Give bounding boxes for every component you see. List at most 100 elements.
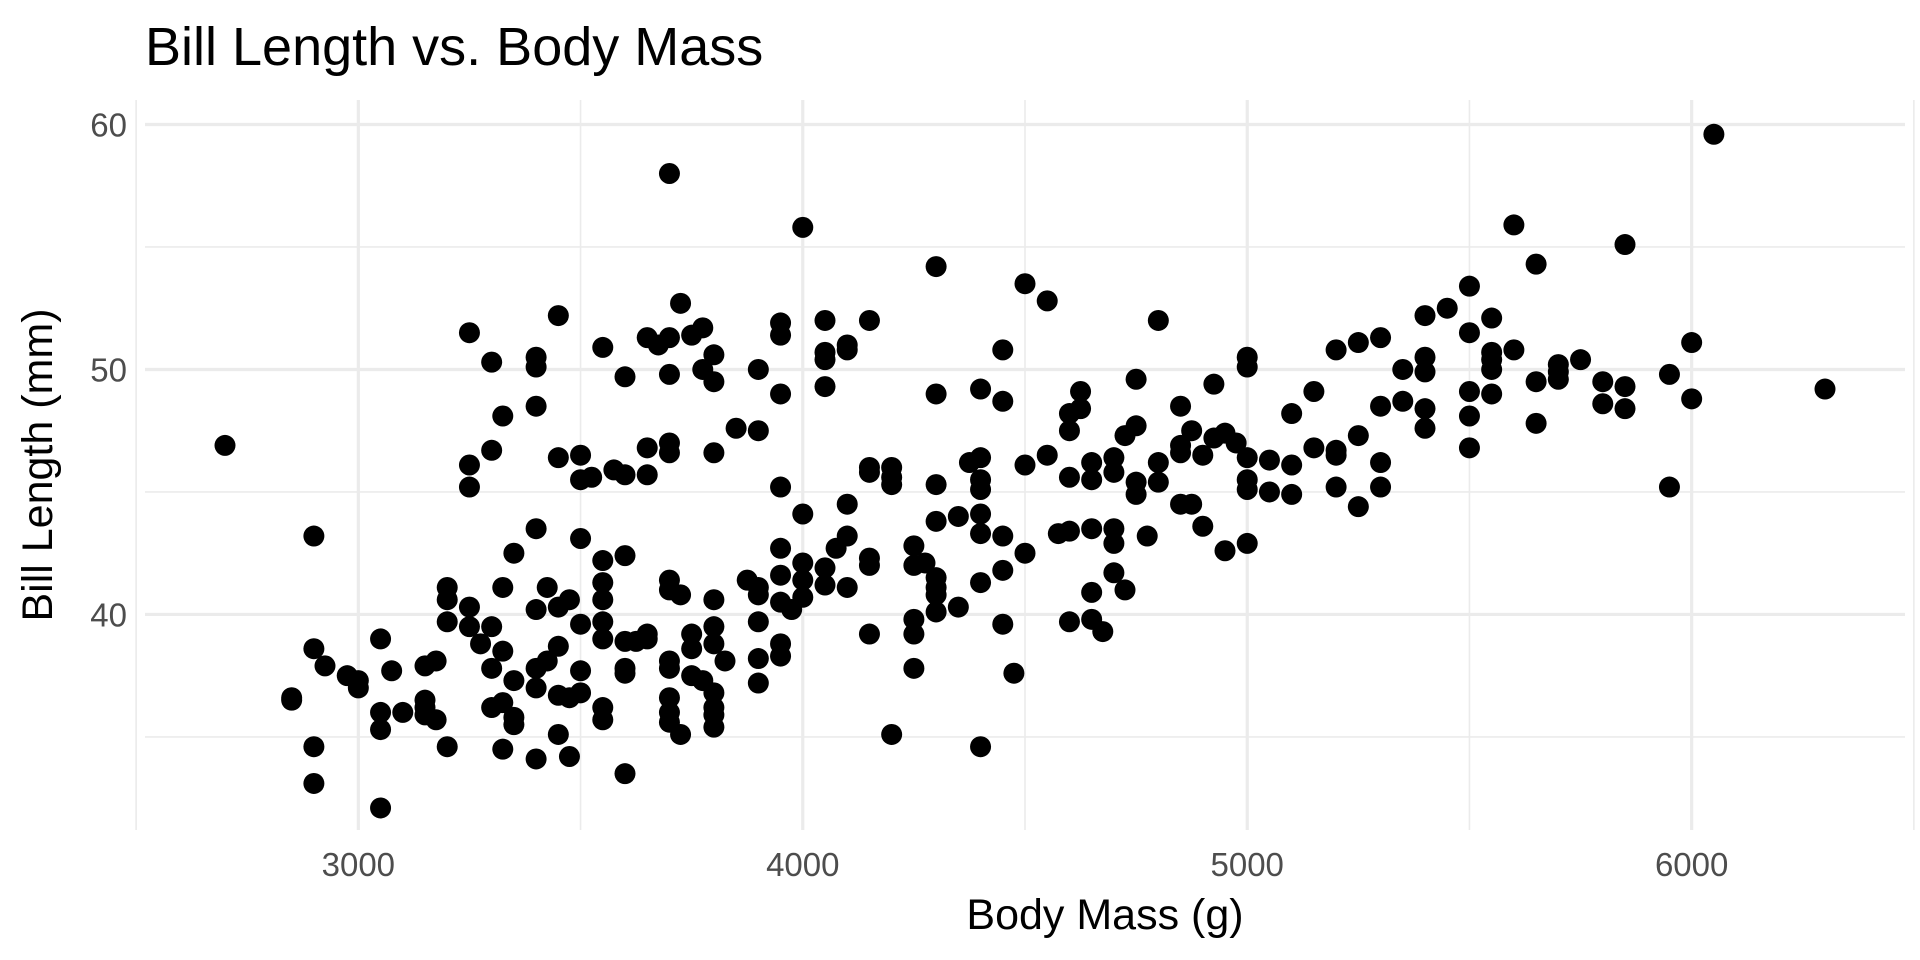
- data-point: [570, 444, 592, 466]
- data-point: [392, 701, 414, 723]
- data-point: [1325, 444, 1347, 466]
- data-point: [858, 461, 880, 483]
- data-point: [681, 623, 703, 645]
- data-point: [481, 616, 503, 638]
- data-point: [570, 613, 592, 635]
- x-tick-label: 5000: [1211, 846, 1284, 883]
- data-point: [1414, 346, 1436, 368]
- data-point: [1325, 476, 1347, 498]
- data-point: [525, 518, 547, 540]
- data-point: [614, 366, 636, 388]
- data-point: [1614, 376, 1636, 398]
- data-point: [1481, 358, 1503, 380]
- data-point: [670, 584, 692, 606]
- data-point: [747, 648, 769, 670]
- data-point: [1236, 356, 1258, 378]
- data-point: [1392, 358, 1414, 380]
- data-point: [470, 633, 492, 655]
- data-point: [1070, 381, 1092, 403]
- data-point: [1458, 322, 1480, 344]
- data-point: [570, 660, 592, 682]
- data-point: [703, 442, 725, 464]
- data-point: [525, 356, 547, 378]
- data-point: [425, 650, 447, 672]
- data-point: [614, 464, 636, 486]
- data-point: [1258, 449, 1280, 471]
- data-point: [925, 383, 947, 405]
- data-point: [1458, 381, 1480, 403]
- data-point: [658, 687, 680, 709]
- data-point: [792, 503, 814, 525]
- data-point: [792, 586, 814, 608]
- data-point: [714, 650, 736, 672]
- data-point: [614, 545, 636, 567]
- data-point: [525, 677, 547, 699]
- data-point: [1125, 415, 1147, 437]
- data-point: [1281, 454, 1303, 476]
- data-point: [1192, 515, 1214, 537]
- data-point: [858, 554, 880, 576]
- data-point: [592, 709, 614, 731]
- data-point: [370, 628, 392, 650]
- data-point: [614, 662, 636, 684]
- y-tick-label: 50: [90, 351, 127, 388]
- data-point: [925, 474, 947, 496]
- data-point: [436, 736, 458, 758]
- data-point: [1525, 412, 1547, 434]
- data-point: [558, 746, 580, 768]
- data-point: [692, 317, 714, 339]
- data-point: [1136, 525, 1158, 547]
- data-point: [1058, 611, 1080, 633]
- data-point: [925, 584, 947, 606]
- data-point: [670, 292, 692, 314]
- data-point: [1125, 368, 1147, 390]
- data-point: [1236, 532, 1258, 554]
- data-point: [1147, 452, 1169, 474]
- data-point: [303, 525, 325, 547]
- data-point: [370, 701, 392, 723]
- data-point: [770, 564, 792, 586]
- data-point: [492, 692, 514, 714]
- data-point: [536, 650, 558, 672]
- data-point: [1370, 395, 1392, 417]
- data-point: [881, 723, 903, 745]
- data-point: [1458, 405, 1480, 427]
- y-tick-label: 60: [90, 106, 127, 143]
- data-point: [925, 256, 947, 278]
- y-tick-label: 40: [90, 596, 127, 633]
- data-point: [1481, 307, 1503, 329]
- data-point: [725, 417, 747, 439]
- data-point: [970, 478, 992, 500]
- data-point: [281, 687, 303, 709]
- data-point: [303, 638, 325, 660]
- data-point: [1458, 437, 1480, 459]
- data-point: [858, 309, 880, 331]
- data-point: [1347, 496, 1369, 518]
- data-point: [703, 344, 725, 366]
- data-point: [658, 162, 680, 184]
- data-point: [1614, 398, 1636, 420]
- data-point: [1392, 390, 1414, 412]
- data-point: [1036, 444, 1058, 466]
- data-point: [547, 447, 569, 469]
- data-point: [1103, 461, 1125, 483]
- data-point: [814, 309, 836, 331]
- data-point: [1703, 123, 1725, 145]
- data-point: [914, 552, 936, 574]
- data-point: [1147, 309, 1169, 331]
- data-point: [592, 336, 614, 358]
- data-point: [1036, 290, 1058, 312]
- data-point: [1181, 420, 1203, 442]
- data-point: [1814, 378, 1836, 400]
- data-point: [925, 601, 947, 623]
- data-point: [558, 589, 580, 611]
- data-point: [381, 660, 403, 682]
- data-point: [1081, 469, 1103, 491]
- data-point: [658, 442, 680, 464]
- data-point: [703, 589, 725, 611]
- data-point: [770, 645, 792, 667]
- data-point: [703, 682, 725, 704]
- data-point: [658, 327, 680, 349]
- data-point: [1125, 483, 1147, 505]
- data-point: [1658, 476, 1680, 498]
